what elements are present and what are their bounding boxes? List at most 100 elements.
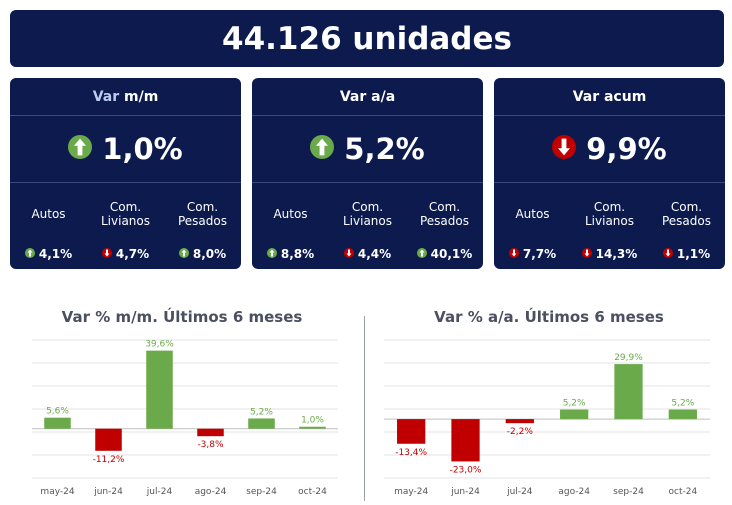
arrow-up-icon bbox=[416, 247, 427, 261]
card-title-text: m/m bbox=[124, 88, 159, 105]
main-value: 1,0% bbox=[102, 132, 183, 166]
card-breakdown: Autos 8,8% Com. Livianos 4,4% Com. Pesad… bbox=[252, 183, 483, 269]
bar bbox=[668, 409, 697, 420]
sub-label: Com. Livianos bbox=[100, 200, 150, 228]
sub-label: Com. Livianos bbox=[584, 200, 634, 228]
card-var-mm: Var m/m 1,0% Autos 4,1% Com. Livianos 4,… bbox=[10, 78, 241, 269]
tick-label: ago-24 bbox=[558, 487, 590, 497]
card-main-value: 1,0% bbox=[10, 116, 241, 183]
arrow-up-icon bbox=[178, 247, 189, 261]
data-label: -11,2% bbox=[93, 455, 125, 465]
bar bbox=[451, 419, 480, 462]
arrow-down-icon bbox=[581, 247, 592, 261]
sub-value: 40,1% bbox=[430, 247, 473, 261]
sub-label: Com. Pesados bbox=[661, 200, 711, 228]
card-breakdown: Autos 4,1% Com. Livianos 4,7% Com. Pesad… bbox=[10, 183, 241, 269]
sub-value: 8,8% bbox=[280, 247, 315, 261]
sub-value: 4,7% bbox=[115, 247, 150, 261]
data-label: 5,6% bbox=[46, 407, 69, 417]
data-label: 1,0% bbox=[301, 416, 324, 426]
tick-label: may-24 bbox=[40, 487, 74, 497]
bar bbox=[197, 428, 224, 437]
tick-label: oct-24 bbox=[298, 487, 327, 497]
bar bbox=[44, 417, 71, 429]
bar bbox=[505, 419, 534, 424]
bar bbox=[560, 409, 589, 420]
data-label: 5,2% bbox=[563, 399, 586, 409]
sub-value: 8,0% bbox=[192, 247, 227, 261]
sub-com-livianos: Com. Livianos 4,4% bbox=[329, 183, 406, 269]
tick-label: ago-24 bbox=[195, 487, 227, 497]
chart-divider bbox=[364, 316, 365, 501]
card-title: Var acum bbox=[494, 78, 725, 116]
data-label: -23,0% bbox=[450, 465, 482, 475]
sub-label: Autos bbox=[31, 207, 66, 221]
bar bbox=[614, 364, 643, 420]
arrow-down-icon bbox=[662, 247, 673, 261]
bar bbox=[397, 419, 426, 444]
headline-text: 44.126 unidades bbox=[222, 20, 512, 57]
sub-label: Com. Pesados bbox=[419, 200, 469, 228]
sub-autos: Autos 7,7% bbox=[494, 183, 571, 269]
data-label: -2,2% bbox=[507, 427, 534, 437]
sub-autos: Autos 8,8% bbox=[252, 183, 329, 269]
arrow-down-icon bbox=[101, 247, 112, 261]
arrow-up-icon bbox=[24, 247, 35, 261]
card-title-light: Var bbox=[92, 88, 120, 105]
arrow-down-icon bbox=[343, 247, 354, 261]
tick-label: sep-24 bbox=[246, 487, 277, 497]
data-label: 39,6% bbox=[145, 340, 174, 350]
main-value: 9,9% bbox=[586, 132, 667, 166]
sub-com-livianos: Com. Livianos 14,3% bbox=[571, 183, 648, 269]
card-main-value: 5,2% bbox=[252, 116, 483, 183]
sub-value: 14,3% bbox=[595, 247, 638, 261]
tick-label: jun-24 bbox=[93, 487, 123, 497]
sub-value: 1,1% bbox=[676, 247, 711, 261]
sub-value: 4,4% bbox=[357, 247, 392, 261]
chart-mm: Var % m/m. Últimos 6 meses 5,6% may-24 -11… bbox=[0, 300, 364, 501]
data-label: 29,9% bbox=[614, 353, 643, 363]
tick-label: sep-24 bbox=[613, 487, 644, 497]
tick-label: oct-24 bbox=[668, 487, 697, 497]
sub-com-pesados: Com. Pesados 40,1% bbox=[406, 183, 483, 269]
sub-label: Com. Pesados bbox=[177, 200, 227, 228]
sub-value: 4,1% bbox=[38, 247, 73, 261]
bar bbox=[146, 350, 173, 429]
sub-autos: Autos 4,1% bbox=[10, 183, 87, 269]
sub-label: Autos bbox=[273, 207, 308, 221]
data-label: 5,2% bbox=[671, 399, 694, 409]
bar bbox=[95, 428, 122, 451]
arrow-up-icon bbox=[310, 135, 335, 163]
data-label: 5,2% bbox=[250, 407, 273, 417]
tick-label: jul-24 bbox=[506, 487, 533, 497]
sub-label: Com. Livianos bbox=[342, 200, 392, 228]
bar bbox=[299, 426, 326, 429]
card-title-text: Var acum bbox=[572, 88, 647, 105]
tick-label: may-24 bbox=[394, 487, 428, 497]
arrow-up-icon bbox=[266, 247, 277, 261]
tick-label: jun-24 bbox=[450, 487, 480, 497]
arrow-down-icon bbox=[508, 247, 519, 261]
sub-com-pesados: Com. Pesados 8,0% bbox=[164, 183, 241, 269]
bar bbox=[248, 418, 275, 429]
tick-label: jul-24 bbox=[146, 487, 173, 497]
arrow-down-icon bbox=[552, 135, 577, 163]
sub-label: Autos bbox=[515, 207, 550, 221]
chart-aa-plot: -13,4% may-24 -23,0% jun-24 -2,2% jul-24 5,2% a… bbox=[384, 339, 710, 497]
card-title: Var a/a bbox=[252, 78, 483, 116]
headline-banner: 44.126 unidades bbox=[10, 10, 724, 67]
data-label: -3,8% bbox=[197, 440, 224, 450]
card-title-text: Var a/a bbox=[339, 88, 396, 105]
card-var-aa: Var a/a 5,2% Autos 8,8% Com. Livianos 4,… bbox=[252, 78, 483, 269]
sub-com-livianos: Com. Livianos 4,7% bbox=[87, 183, 164, 269]
card-title: Var m/m bbox=[10, 78, 241, 116]
data-label: -13,4% bbox=[395, 448, 427, 458]
card-breakdown: Autos 7,7% Com. Livianos 14,3% Com. Pesa… bbox=[494, 183, 725, 269]
card-var-acum: Var acum 9,9% Autos 7,7% Com. Livianos 1… bbox=[494, 78, 725, 269]
sub-com-pesados: Com. Pesados 1,1% bbox=[648, 183, 725, 269]
chart-aa: Var % a/a. Últimos 6 meses -13,4% may-24-… bbox=[366, 300, 732, 501]
chart-mm-plot: 5,6% may-24 -11,2% jun-24 39,6% jul-24 -3,8% ag… bbox=[32, 339, 338, 497]
card-main-value: 9,9% bbox=[494, 116, 725, 183]
chart-title: Var % m/m. Últimos 6 meses bbox=[61, 308, 303, 326]
arrow-up-icon bbox=[68, 135, 93, 163]
